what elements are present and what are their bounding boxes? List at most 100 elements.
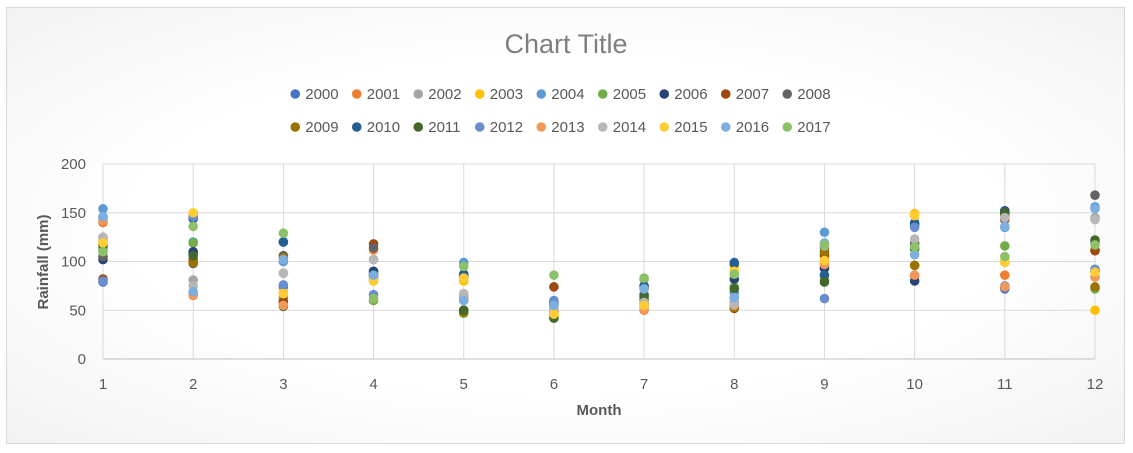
- data-point-2013: [278, 300, 289, 311]
- legend-label: 2015: [674, 119, 707, 136]
- legend-item-2003: 2003: [474, 86, 523, 103]
- data-point-2009: [188, 257, 198, 268]
- data-point-2005: [1000, 241, 1010, 251]
- data-point-2014: [278, 268, 289, 279]
- legend-item-2006: 2006: [659, 86, 708, 103]
- legend-marker: [290, 89, 301, 99]
- data-point-2017: [458, 261, 469, 272]
- data-point-2016: [729, 292, 740, 303]
- legend-marker: [720, 122, 731, 132]
- legend-marker: [536, 122, 547, 132]
- data-point-2016: [188, 286, 198, 297]
- y-tick-label: 50: [69, 302, 86, 319]
- data-point-2005: [188, 238, 198, 248]
- data-point-2015: [1090, 267, 1100, 278]
- legend-marker: [597, 122, 608, 132]
- legend-item-2011: 2011: [413, 119, 461, 136]
- legend-label: 2004: [551, 86, 584, 103]
- legend-marker: [659, 89, 670, 99]
- legend-label: 2000: [305, 86, 338, 103]
- chart-title: Chart Title: [504, 29, 627, 59]
- x-tick-label: 4: [369, 376, 377, 393]
- legend-item-2013: 2013: [536, 119, 585, 136]
- legend-marker: [413, 89, 424, 99]
- data-point-2010: [819, 270, 830, 280]
- legend-label: 2014: [613, 119, 646, 136]
- data-point-2012: [98, 276, 108, 286]
- data-point-2017: [909, 242, 920, 252]
- legend-label: 2010: [367, 119, 400, 136]
- data-point-2014: [1000, 212, 1010, 223]
- data-point-2014: [458, 288, 469, 299]
- x-tick-label: 5: [460, 376, 468, 393]
- data-point-2009: [1090, 282, 1100, 292]
- legend-marker: [597, 89, 608, 99]
- x-tick-label: 10: [906, 376, 923, 393]
- legend-marker: [536, 89, 547, 99]
- data-point-2017: [819, 240, 830, 250]
- y-tick-label: 0: [78, 351, 86, 368]
- legend-item-2007: 2007: [720, 86, 769, 103]
- data-point-2014: [729, 299, 740, 310]
- data-point-2015: [639, 300, 649, 311]
- legend-marker: [474, 122, 485, 132]
- data-point-2013: [1000, 282, 1010, 292]
- legend-marker: [720, 89, 731, 99]
- legend-label: 2017: [797, 119, 830, 136]
- legend-label: 2008: [797, 86, 830, 103]
- data-point-2010: [278, 237, 289, 247]
- data-point-2017: [98, 246, 108, 257]
- y-axis-ticks: 0 50 100 150 200: [61, 156, 86, 368]
- x-axis-title: Month: [577, 402, 622, 419]
- legend-marker: [782, 89, 793, 99]
- legend-item-2009: 2009: [290, 119, 339, 136]
- x-tick-label: 8: [730, 376, 738, 393]
- x-tick-label: 2: [189, 376, 197, 393]
- data-point-2007: [549, 282, 559, 292]
- legend-label: 2003: [490, 86, 523, 103]
- data-point-2016: [368, 270, 379, 280]
- x-tick-label: 12: [1087, 376, 1104, 393]
- data-point-2017: [278, 228, 289, 239]
- data-point-2016: [639, 284, 649, 294]
- data-point-2016: [1090, 204, 1100, 214]
- data-point-2017: [729, 269, 740, 279]
- data-point-2004: [819, 227, 830, 238]
- legend-label: 2016: [736, 119, 769, 136]
- x-tick-label: 1: [99, 376, 107, 393]
- gridlines: [102, 163, 1096, 360]
- legend-marker: [413, 122, 424, 132]
- y-tick-label: 150: [61, 205, 86, 222]
- data-point-2016: [458, 295, 469, 306]
- legend-item-2002: 2002: [413, 86, 462, 103]
- data-point-2016: [278, 254, 289, 265]
- legend-item-2014: 2014: [597, 119, 646, 136]
- legend-label: 2011: [428, 119, 460, 136]
- x-tick-label: 7: [640, 376, 648, 393]
- data-points: [98, 190, 1100, 323]
- data-point-2017: [188, 221, 198, 232]
- data-point-2008: [368, 243, 379, 253]
- data-point-2015: [188, 207, 198, 218]
- legend-label: 2005: [613, 86, 646, 103]
- data-point-2011: [729, 284, 740, 294]
- data-point-2010: [729, 258, 740, 269]
- data-point-2017: [639, 273, 649, 283]
- data-point-2017: [368, 293, 379, 304]
- data-point-2015: [909, 210, 920, 221]
- data-point-2011: [819, 277, 830, 287]
- data-point-2011: [188, 250, 198, 261]
- y-tick-label: 200: [61, 156, 86, 173]
- y-axis-title: Rainfall (mm): [35, 214, 52, 309]
- data-point-2015: [98, 238, 108, 248]
- legend-marker: [782, 122, 793, 132]
- x-tick-label: 11: [997, 376, 1013, 393]
- data-point-2017: [549, 270, 559, 280]
- legend-label: 2006: [674, 86, 707, 103]
- legend-item-2012: 2012: [474, 119, 523, 136]
- data-point-2009: [909, 260, 920, 271]
- data-point-2004: [98, 204, 108, 214]
- data-point-2003: [1090, 305, 1100, 316]
- legend-item-2004: 2004: [536, 86, 585, 103]
